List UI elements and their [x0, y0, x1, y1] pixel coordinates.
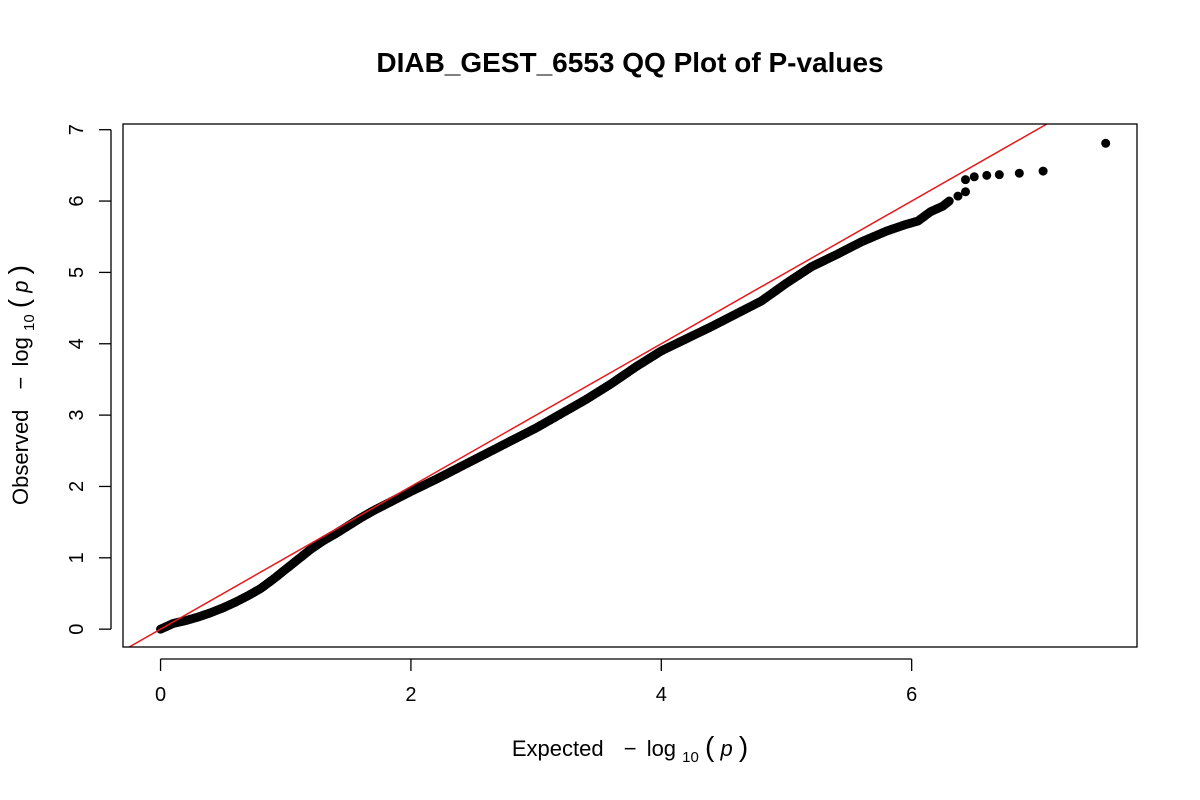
y-axis-label-var: p [8, 280, 33, 293]
x-axis-label-var: p [719, 736, 732, 761]
data-point [944, 196, 954, 206]
reference-line [128, 123, 1048, 648]
x-axis-label-open: ( [705, 731, 715, 762]
chart-title: DIAB_GEST_6553 QQ Plot of P-values [376, 47, 883, 78]
y-tick-label: 6 [66, 195, 88, 206]
x-tick-label: 6 [906, 684, 917, 706]
data-point [1038, 166, 1048, 176]
y-axis-label-prefix: Observed [8, 410, 33, 505]
x-axis-label-close: ) [739, 731, 748, 762]
y-tick-label: 4 [66, 338, 88, 349]
x-axis-label-minus: − [624, 736, 637, 761]
x-axis-label-log: log [647, 736, 676, 761]
x-axis: 0 2 4 6 [155, 658, 917, 706]
data-point [960, 175, 970, 185]
y-tick-label: 7 [66, 124, 88, 135]
y-tick-label: 2 [66, 481, 88, 492]
data-points [156, 138, 1111, 634]
plot-frame [122, 123, 1138, 648]
y-tick-label: 1 [66, 552, 88, 563]
data-point [953, 191, 963, 201]
y-axis-label: Observed − log 10 ( p ) [3, 265, 39, 505]
data-point [969, 172, 979, 182]
x-axis-label-base: 10 [682, 749, 699, 766]
y-tick-label: 5 [66, 267, 88, 278]
data-point [982, 170, 992, 180]
data-point [960, 187, 970, 197]
data-point [994, 170, 1004, 180]
x-tick-label: 0 [155, 684, 166, 706]
y-axis: 0 1 2 3 4 5 6 7 [66, 124, 112, 635]
reference-line-layer [128, 123, 1048, 648]
data-point [1014, 168, 1024, 178]
y-tick-label: 0 [66, 624, 88, 635]
y-axis-label-minus: − [8, 377, 33, 390]
y-tick-label: 3 [66, 410, 88, 421]
y-axis-label-close: ) [3, 265, 34, 274]
y-axis-label-log: log [8, 337, 33, 366]
y-axis-label-base: 10 [21, 314, 38, 331]
data-point [1101, 138, 1111, 148]
y-axis-label-open: ( [3, 298, 34, 308]
x-axis-label: Expected − log 10 ( p ) [512, 731, 748, 767]
x-axis-label-prefix: Expected [512, 736, 604, 761]
x-tick-label: 2 [405, 684, 416, 706]
x-tick-label: 4 [656, 684, 667, 706]
